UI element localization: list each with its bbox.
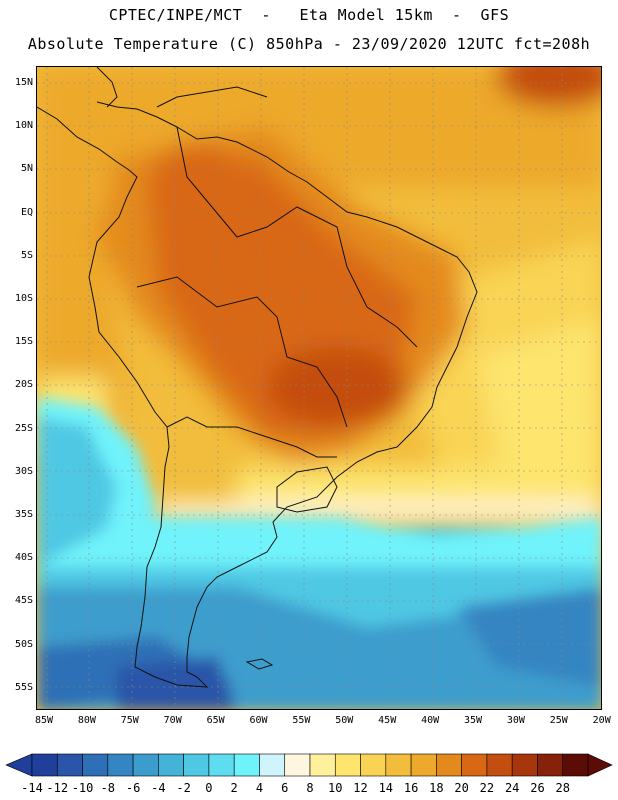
colorbar-tick-label: 2 <box>230 781 238 795</box>
colorbar-swatch <box>56 753 83 777</box>
colorbar-tick-label: -10 <box>71 781 94 795</box>
lon-label: 80W <box>77 715 96 726</box>
lat-label: 30S <box>14 465 33 477</box>
field-cold-southeast <box>457 587 601 687</box>
colorbar-swatch <box>158 753 184 777</box>
colorbar-swatch <box>259 753 286 777</box>
colorbar-tick-label: 10 <box>328 781 343 795</box>
lon-label: 25W <box>549 715 568 726</box>
colorbar-swatch <box>486 753 513 777</box>
temperature-field <box>37 67 601 709</box>
lon-label: 35W <box>463 715 483 726</box>
lat-label: 25S <box>14 422 33 434</box>
colorbar-swatch <box>461 753 488 777</box>
colorbar-tick-label: 0 <box>205 781 213 795</box>
lat-label: 50S <box>14 638 33 650</box>
field-cold-front <box>37 517 601 567</box>
border-north <box>176 126 418 348</box>
colorbar-swatch <box>31 753 58 777</box>
graticule <box>37 67 601 709</box>
border-central <box>136 276 348 428</box>
field-coldest <box>117 657 237 709</box>
lon-label: 85W <box>34 715 54 726</box>
lat-label: 40S <box>14 552 33 564</box>
lat-label: 15N <box>14 77 33 88</box>
colorbar-tick-label: 16 <box>403 781 419 795</box>
colorbar-tick-label: -12 <box>46 781 69 795</box>
colorbar-swatch <box>436 753 462 777</box>
field-hotspot-north <box>152 142 242 212</box>
colorbar-swatch <box>284 753 311 777</box>
map-subtitle: Absolute Temperature (C) 850hPa - 23/09/… <box>27 35 591 53</box>
colorbar-tick-label: 28 <box>555 781 570 795</box>
field-atlantic-light <box>477 317 601 507</box>
colorbar-swatch <box>208 753 235 777</box>
colorbar-tick-label: 4 <box>255 781 264 795</box>
colorbar-arrow-low <box>5 753 33 777</box>
colorbar-tick-label: 26 <box>530 781 545 795</box>
field-hot-corner <box>497 67 601 107</box>
colorbar-swatch <box>183 753 210 777</box>
colorbar-swatch <box>107 753 134 777</box>
colorbar-swatch <box>385 753 412 777</box>
map-title: CPTEC/INPE/MCT - Eta Model 15km - GFS <box>108 6 510 24</box>
colorbar-tick-label: 22 <box>479 781 495 795</box>
colorbar-arrow-high <box>587 753 613 777</box>
colorbar-tick-label: -6 <box>125 781 141 795</box>
field-hotspot-central <box>267 347 407 427</box>
lat-label: 5N <box>20 163 33 175</box>
uruguay-border <box>276 466 338 513</box>
colorbar-tick-label: 18 <box>429 781 444 795</box>
colorbar <box>5 753 613 777</box>
colorbar-swatch <box>537 753 564 777</box>
colorbar-tick-label: 24 <box>504 781 520 795</box>
colorbar-tick-label: 14 <box>378 781 394 795</box>
colorbar-swatch <box>334 753 361 777</box>
lon-label: 40W <box>421 715 440 726</box>
lon-label: 70W <box>163 715 182 726</box>
colorbar-tick-label: -2 <box>176 781 191 795</box>
isthmus-coast <box>96 67 118 108</box>
lat-label: 5S <box>20 249 33 261</box>
lon-label: 45W <box>378 715 397 726</box>
colorbar-swatch <box>360 753 387 777</box>
colorbar-swatch <box>233 753 260 777</box>
colorbar-tick-label: -4 <box>151 781 166 795</box>
lat-label: 55S <box>14 681 33 693</box>
colorbar-swatch <box>511 753 538 777</box>
lat-label: 10S <box>14 293 33 304</box>
lat-label: 15S <box>14 336 33 348</box>
lat-label: EQ <box>20 206 33 218</box>
field-cold-tongue-core <box>37 417 117 527</box>
lon-label: 55W <box>292 715 311 726</box>
lon-label: 20W <box>592 715 611 726</box>
field-southern-yellow <box>237 467 601 507</box>
colorbar-swatch <box>410 753 437 777</box>
colorbar-tick-label: 12 <box>353 781 368 795</box>
colorbar-tick-label: -8 <box>100 781 116 795</box>
colorbar-swatch <box>82 753 109 777</box>
colorbar-swatch <box>562 753 589 777</box>
lat-label: 10N <box>14 120 33 132</box>
central-america-coast <box>156 86 268 108</box>
colorbar-tick-label: 20 <box>454 781 469 795</box>
lon-label: 30W <box>506 715 525 726</box>
border-south-central <box>166 416 337 458</box>
lat-label: 20S <box>14 379 33 391</box>
colorbar-swatch <box>132 753 159 777</box>
temperature-map <box>36 66 602 710</box>
falkland-islands <box>245 658 274 670</box>
south-america-coast <box>37 101 478 688</box>
colorbar-tick-label: 8 <box>306 781 314 795</box>
colorbar-tick-label: 6 <box>281 781 289 795</box>
lon-label: 50W <box>335 715 354 726</box>
lon-label: 75W <box>120 715 139 726</box>
lon-label: 65W <box>206 715 225 726</box>
colorbar-tick-label: -14 <box>21 781 43 795</box>
coastlines <box>37 67 478 688</box>
lon-label: 60W <box>249 715 268 726</box>
colorbar-swatch <box>309 753 336 777</box>
lat-label: 35S <box>14 509 33 520</box>
lat-label: 45S <box>14 595 33 607</box>
